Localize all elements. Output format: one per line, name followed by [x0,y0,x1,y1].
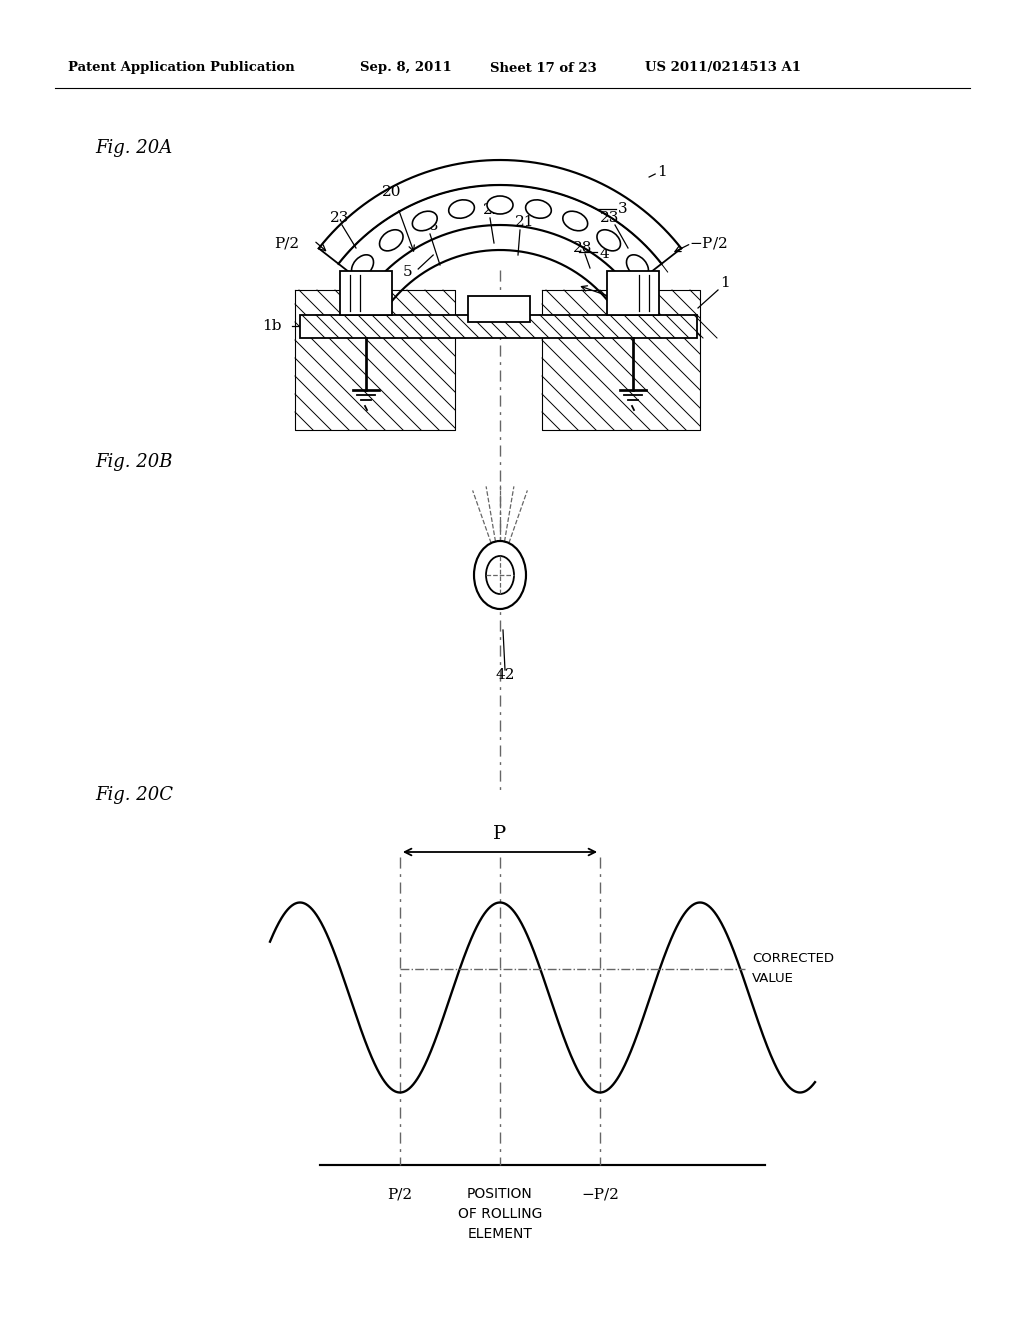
Bar [468,296,530,322]
Ellipse shape [449,199,474,218]
Text: Fig. 20A: Fig. 20A [95,139,172,157]
Text: 28: 28 [573,242,592,255]
Bar [340,271,392,315]
Text: CORRECTED: CORRECTED [752,953,834,965]
Text: 1: 1 [657,165,667,180]
Text: 23: 23 [330,211,349,224]
Text: US 2011/0214513 A1: US 2011/0214513 A1 [645,62,801,74]
Text: 1b: 1b [262,319,282,333]
Text: 1: 1 [720,276,730,290]
Text: Fig. 20C: Fig. 20C [95,785,173,804]
Text: Patent Application Publication: Patent Application Publication [68,62,295,74]
Text: −P/2: −P/2 [581,1187,618,1201]
Text: 28: 28 [420,219,439,234]
Text: Sheet 17 of 23: Sheet 17 of 23 [490,62,597,74]
Ellipse shape [413,211,437,231]
Ellipse shape [627,255,648,277]
Text: P/2: P/2 [273,236,299,251]
Text: VALUE: VALUE [752,973,794,986]
Ellipse shape [563,211,588,231]
Ellipse shape [474,541,526,609]
Text: 22: 22 [483,203,503,216]
Text: P/2: P/2 [387,1187,413,1201]
Bar [607,271,659,315]
Text: 42: 42 [495,668,514,682]
Text: Sep. 8, 2011: Sep. 8, 2011 [360,62,452,74]
Text: 4: 4 [599,247,609,261]
Ellipse shape [486,556,514,594]
Ellipse shape [351,255,374,277]
Text: 21: 21 [515,215,535,228]
Text: OF ROLLING: OF ROLLING [458,1206,542,1221]
Text: 20: 20 [382,185,401,199]
Text: P: P [494,825,507,843]
Ellipse shape [597,230,621,251]
Text: 5: 5 [403,265,413,279]
Text: 23: 23 [600,211,620,224]
Ellipse shape [487,195,513,214]
Text: $-$P/2: $-$P/2 [689,235,728,251]
Text: Fig. 20B: Fig. 20B [95,453,172,471]
Text: ELEMENT: ELEMENT [468,1228,532,1241]
Bar [300,315,697,338]
Text: POSITION: POSITION [467,1187,532,1201]
Text: 2: 2 [617,293,627,308]
Ellipse shape [525,199,551,218]
Text: 3: 3 [618,202,628,216]
Ellipse shape [380,230,403,251]
